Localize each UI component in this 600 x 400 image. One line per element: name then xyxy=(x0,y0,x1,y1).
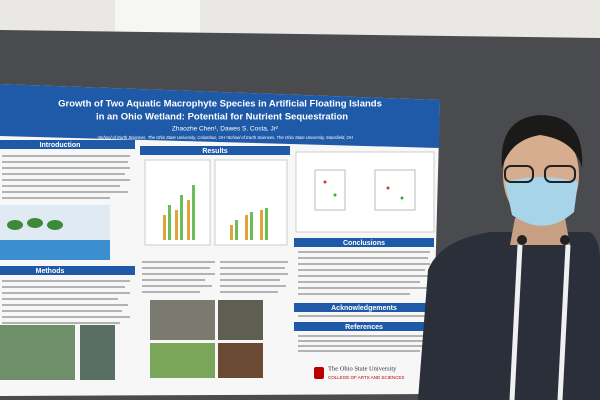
poster-header xyxy=(0,84,440,148)
headset xyxy=(560,235,570,245)
logo-college: COLLEGE OF ARTS AND SCIENCES xyxy=(328,375,404,380)
hair xyxy=(501,115,583,168)
section-title: Introduction xyxy=(40,142,81,149)
photo xyxy=(0,325,75,380)
logo-mark xyxy=(314,367,324,379)
glasses xyxy=(504,165,534,183)
hoodie xyxy=(418,232,600,400)
lanyard xyxy=(509,244,523,400)
section-header xyxy=(0,266,135,275)
photo xyxy=(218,300,263,340)
poster-title: in an Ohio Wetland: Potential for Nutrie… xyxy=(96,112,348,123)
person xyxy=(418,115,600,400)
section-header xyxy=(140,146,290,155)
section-title: Acknowledgements xyxy=(331,305,397,312)
poster: Growth of Two Aquatic Macrophyte Species… xyxy=(0,84,440,396)
section-header xyxy=(294,322,434,331)
section-header xyxy=(294,303,434,312)
headset xyxy=(517,235,527,245)
section-header xyxy=(294,238,434,247)
photo xyxy=(150,300,215,340)
lanyard xyxy=(557,244,571,400)
body-text xyxy=(2,155,430,352)
plants xyxy=(7,218,63,230)
section-title: Conclusions xyxy=(343,240,385,247)
diagram-water xyxy=(0,240,110,260)
chart-figure xyxy=(295,151,435,233)
photo xyxy=(150,343,215,378)
poster-authors: Zhaozhe Chen¹, Dawes S. Costa, Jr² xyxy=(172,126,279,133)
chart-bars xyxy=(163,185,268,240)
photo xyxy=(218,343,263,378)
section-title: Methods xyxy=(36,268,65,275)
section-title: Results xyxy=(202,148,227,155)
section-header xyxy=(0,140,135,149)
scatter-marks xyxy=(314,169,416,211)
poster-affiliations: ¹School of Earth Sciences, The Ohio Stat… xyxy=(97,135,354,140)
mask xyxy=(505,177,578,226)
section-title: References xyxy=(345,324,383,331)
glasses xyxy=(544,165,576,183)
photo xyxy=(80,325,115,380)
logo-name: The Ohio State University xyxy=(328,365,397,372)
poster-title: Growth of Two Aquatic Macrophyte Species… xyxy=(58,99,382,110)
